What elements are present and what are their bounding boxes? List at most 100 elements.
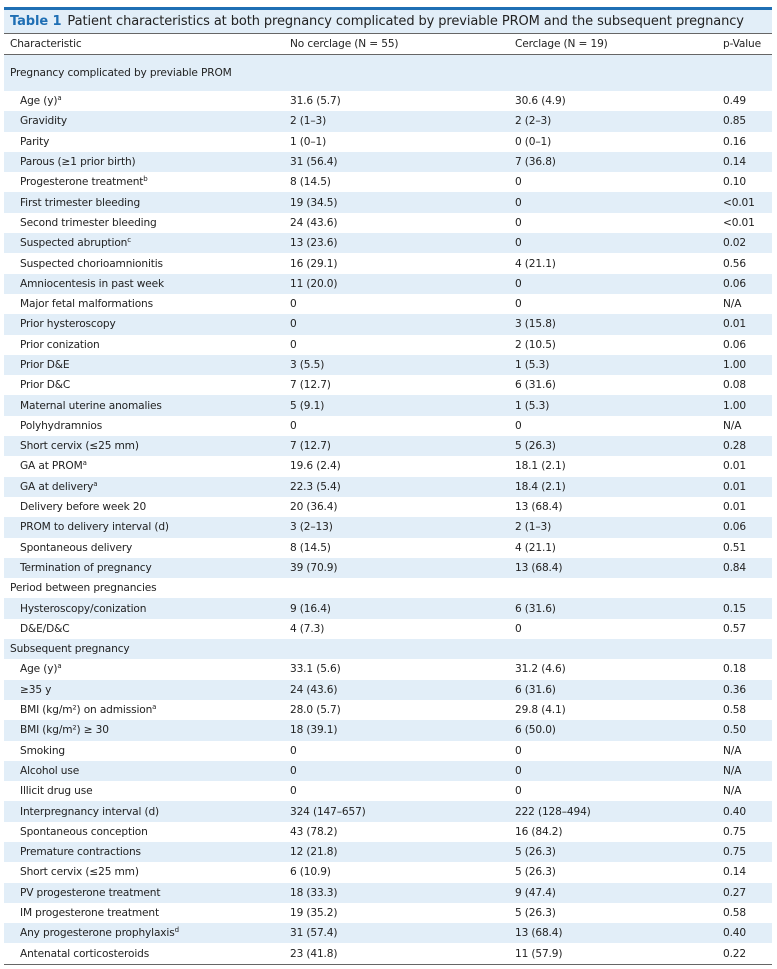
characteristic-label: PV progesterone treatment <box>20 886 161 899</box>
no-cerclage-cell: 0 <box>290 744 297 757</box>
header-row: Characteristic No cerclage (N = 55) Cerc… <box>4 33 772 55</box>
cerclage-cell: 18.1 (2.1) <box>515 460 566 473</box>
cerclage-cell: 0 <box>515 622 522 635</box>
no-cerclage-cell: 0 <box>290 298 297 311</box>
cerclage-cell: 13 (68.4) <box>509 923 717 944</box>
cerclage-cell: 16 (84.2) <box>515 825 563 838</box>
characteristic-label: BMI (kg/m²) ≥ 30 <box>20 724 109 737</box>
characteristic-label: Suspected abruption <box>20 237 128 250</box>
cerclage-cell: 5 (26.3) <box>515 907 556 920</box>
pvalue-cell: 0.56 <box>723 257 746 270</box>
cerclage-cell: 3 (15.8) <box>509 314 717 335</box>
pvalue-cell: 0.58 <box>723 704 746 717</box>
footnote-marker: c <box>127 236 131 245</box>
no-cerclage-cell: 3 (5.5) <box>284 354 509 376</box>
characteristic-cell: IM progesterone treatment <box>4 903 284 923</box>
empty-cell <box>717 639 772 660</box>
table-row: Parity 1 (0–1) 0 (0–1) 0.16 <box>4 132 772 152</box>
characteristic-cell: Age (y)a <box>4 91 284 111</box>
table-row: Prior conization 0 2 (10.5) 0.06 <box>4 335 772 355</box>
no-cerclage-cell: 0 <box>290 785 297 798</box>
table-row: Any progesterone prophylaxisd 31 (57.4) 13… <box>4 923 772 944</box>
characteristic-cell: Prior hysteroscopy <box>4 314 284 335</box>
characteristic-label: Short cervix (≤25 mm) <box>20 440 139 453</box>
pvalue-cell: 0.02 <box>717 233 772 254</box>
cerclage-cell: 11 (57.9) <box>509 943 717 965</box>
table-row: Delivery before week 20 20 (36.4) 13 (68.4… <box>4 497 772 517</box>
table-label: Table 1 <box>10 14 62 29</box>
table-row: Short cervix (≤25 mm) 7 (12.7) 5 (26.3) 0.2… <box>4 436 772 457</box>
table-row: Prior D&E 3 (5.5) 1 (5.3) 1.00 <box>4 354 772 376</box>
characteristic-cell: Alcohol use <box>4 760 284 782</box>
characteristic-label: Second trimester bleeding <box>20 216 157 229</box>
no-cerclage-cell: 8 (14.5) <box>290 541 331 554</box>
table-row: Illicit drug use 0 0 N/A <box>4 781 772 801</box>
section-header-row: Pregnancy complicated by previable PROM <box>4 54 772 91</box>
table-row: Amniocentesis in past week 11 (20.0) 0 0.06 <box>4 273 772 294</box>
empty-cell <box>717 578 772 598</box>
header-pvalue: p-Value <box>717 33 772 55</box>
no-cerclage-cell: 23 (41.8) <box>284 943 509 965</box>
section-label: Subsequent pregnancy <box>4 639 284 660</box>
table-row: PV progesterone treatment 18 (33.3) 9 (47.… <box>4 882 772 903</box>
no-cerclage-cell: 31 (56.4) <box>284 151 509 173</box>
table-row: Premature contractions 12 (21.8) 5 (26.3) 0… <box>4 841 772 863</box>
characteristic-label: Amniocentesis in past week <box>20 277 164 290</box>
empty-cell <box>284 639 509 660</box>
cerclage-cell: 5 (26.3) <box>509 841 717 863</box>
pvalue-cell: N/A <box>717 760 772 782</box>
characteristic-label: First trimester bleeding <box>20 196 141 209</box>
pvalue-cell: 0.01 <box>723 460 746 473</box>
characteristic-cell: Suspected chorioamnionitis <box>4 253 284 273</box>
header-characteristic: Characteristic <box>4 33 284 55</box>
characteristic-label: Age (y) <box>20 663 58 676</box>
characteristic-cell: Age (y)a <box>4 659 284 679</box>
pvalue-cell: 0.27 <box>717 882 772 903</box>
section-header-row: Subsequent pregnancy <box>4 639 772 660</box>
cerclage-cell: 0 <box>515 744 522 757</box>
header-no-cerclage: No cerclage (N = 55) <box>284 33 509 55</box>
no-cerclage-cell: 24 (43.6) <box>290 216 338 229</box>
table-row: Progesterone treatmentb 8 (14.5) 0 0.10 <box>4 172 772 192</box>
pvalue-cell: 0.06 <box>723 338 746 351</box>
table-row: First trimester bleeding 19 (34.5) 0 <0.01 <box>4 192 772 213</box>
pvalue-cell: 0.40 <box>717 923 772 944</box>
pvalue-cell: 0.75 <box>717 841 772 863</box>
table-row: Prior hysteroscopy 0 3 (15.8) 0.01 <box>4 314 772 335</box>
characteristic-label: Polyhydramnios <box>20 419 103 432</box>
pvalue-cell: 0.75 <box>723 825 746 838</box>
cerclage-cell: 4 (21.1) <box>515 541 556 554</box>
table-row: Major fetal malformations 0 0 N/A <box>4 294 772 314</box>
characteristic-cell: PV progesterone treatment <box>4 882 284 903</box>
no-cerclage-cell: 324 (147–657) <box>284 801 509 822</box>
cerclage-cell: 0 <box>509 273 717 294</box>
characteristic-label: D&E/D&C <box>20 622 70 635</box>
table-row: Age (y)a 31.6 (5.7) 30.6 (4.9) 0.49 <box>4 91 772 111</box>
pvalue-cell: 0.18 <box>723 663 746 676</box>
characteristic-label: Prior conization <box>20 338 100 351</box>
table-row: Suspected chorioamnionitis 16 (29.1) 4 (21… <box>4 253 772 273</box>
no-cerclage-cell: 11 (20.0) <box>284 273 509 294</box>
no-cerclage-cell: 2 (1–3) <box>284 111 509 132</box>
characteristic-label: Prior D&E <box>20 359 70 371</box>
cerclage-cell: 7 (36.8) <box>509 151 717 173</box>
characteristic-cell: Parous (≥1 prior birth) <box>4 151 284 173</box>
characteristic-label: Parity <box>20 135 50 148</box>
characteristic-label: Maternal uterine anomalies <box>20 399 162 412</box>
cerclage-cell: 1 (5.3) <box>509 354 717 376</box>
pvalue-cell: N/A <box>723 298 742 311</box>
empty-cell <box>284 54 509 91</box>
cerclage-cell: 5 (26.3) <box>509 436 717 457</box>
table-row: Termination of pregnancy 39 (70.9) 13 (68.… <box>4 557 772 579</box>
no-cerclage-cell: 18 (33.3) <box>284 882 509 903</box>
characteristic-cell: PROM to delivery interval (d) <box>4 517 284 538</box>
table-row: Interpregnancy interval (d) 324 (147–657)… <box>4 801 772 822</box>
table-row: Antenatal corticosteroids 23 (41.8) 11 (57… <box>4 943 772 965</box>
cerclage-cell: 4 (21.1) <box>515 257 556 270</box>
pvalue-cell: 0.01 <box>717 476 772 497</box>
table-row: Polyhydramnios 0 0 N/A <box>4 416 772 436</box>
empty-cell <box>509 639 717 660</box>
footnote-marker: a <box>93 479 98 488</box>
table-row: Prior D&C 7 (12.7) 6 (31.6) 0.08 <box>4 375 772 395</box>
characteristic-cell: ≥35 y <box>4 679 284 700</box>
